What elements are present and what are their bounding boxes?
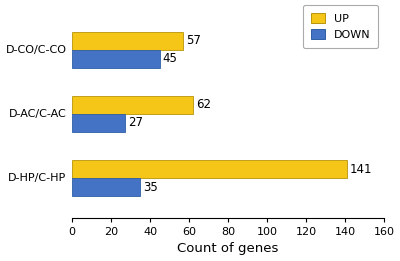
Text: 57: 57	[186, 34, 201, 47]
Text: 27: 27	[128, 116, 143, 129]
Bar	[72, 160, 347, 178]
X-axis label: Count of genes: Count of genes	[177, 242, 279, 256]
Bar	[72, 96, 193, 114]
Bar	[72, 50, 160, 68]
Text: 35: 35	[143, 181, 158, 194]
Text: 62: 62	[196, 98, 211, 111]
Bar	[72, 32, 183, 50]
Bar	[72, 178, 140, 196]
Bar	[72, 114, 125, 132]
Text: 45: 45	[163, 52, 178, 65]
Legend: UP, DOWN: UP, DOWN	[303, 5, 378, 48]
Text: 141: 141	[350, 163, 372, 176]
